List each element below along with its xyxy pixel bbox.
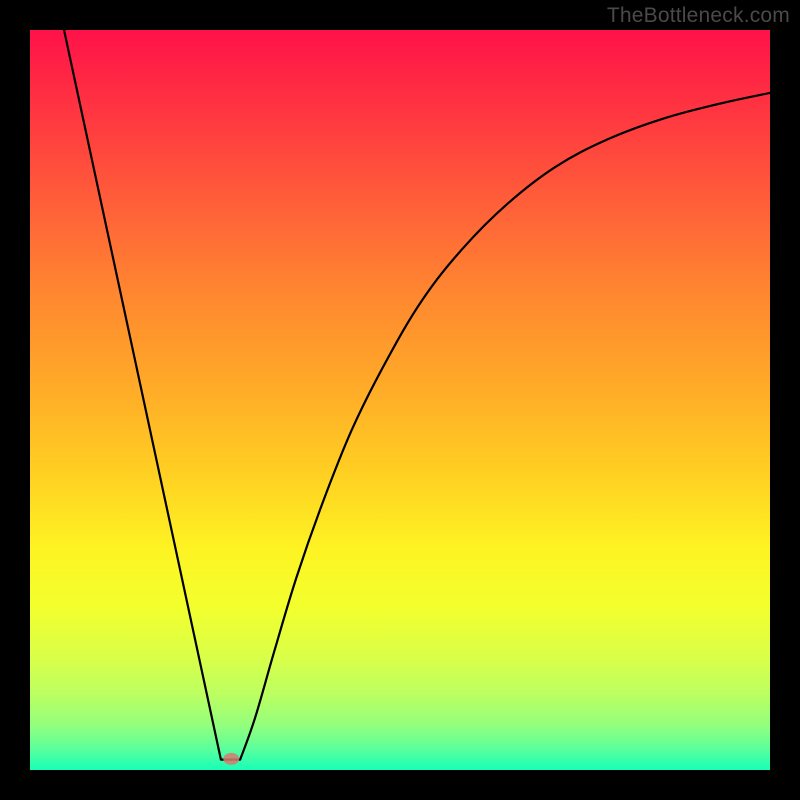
- gradient-background: [30, 30, 770, 770]
- plot-area: [30, 30, 770, 770]
- minimum-marker: [223, 753, 239, 765]
- chart-frame: TheBottleneck.com: [0, 0, 800, 800]
- watermark-text: TheBottleneck.com: [607, 4, 790, 28]
- chart-svg: [30, 30, 770, 770]
